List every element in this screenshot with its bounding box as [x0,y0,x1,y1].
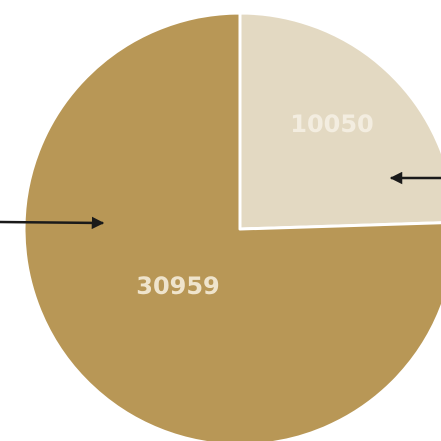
callout-arrow-left [0,216,105,230]
pie-label-10050: 10050 [290,110,374,138]
pie-labels: 10050 30959 [136,110,374,300]
pie-slices [22,11,441,441]
pie-slice-30959 [22,11,441,441]
pie-arrows [0,171,441,230]
pie-label-30959: 30959 [136,272,220,300]
